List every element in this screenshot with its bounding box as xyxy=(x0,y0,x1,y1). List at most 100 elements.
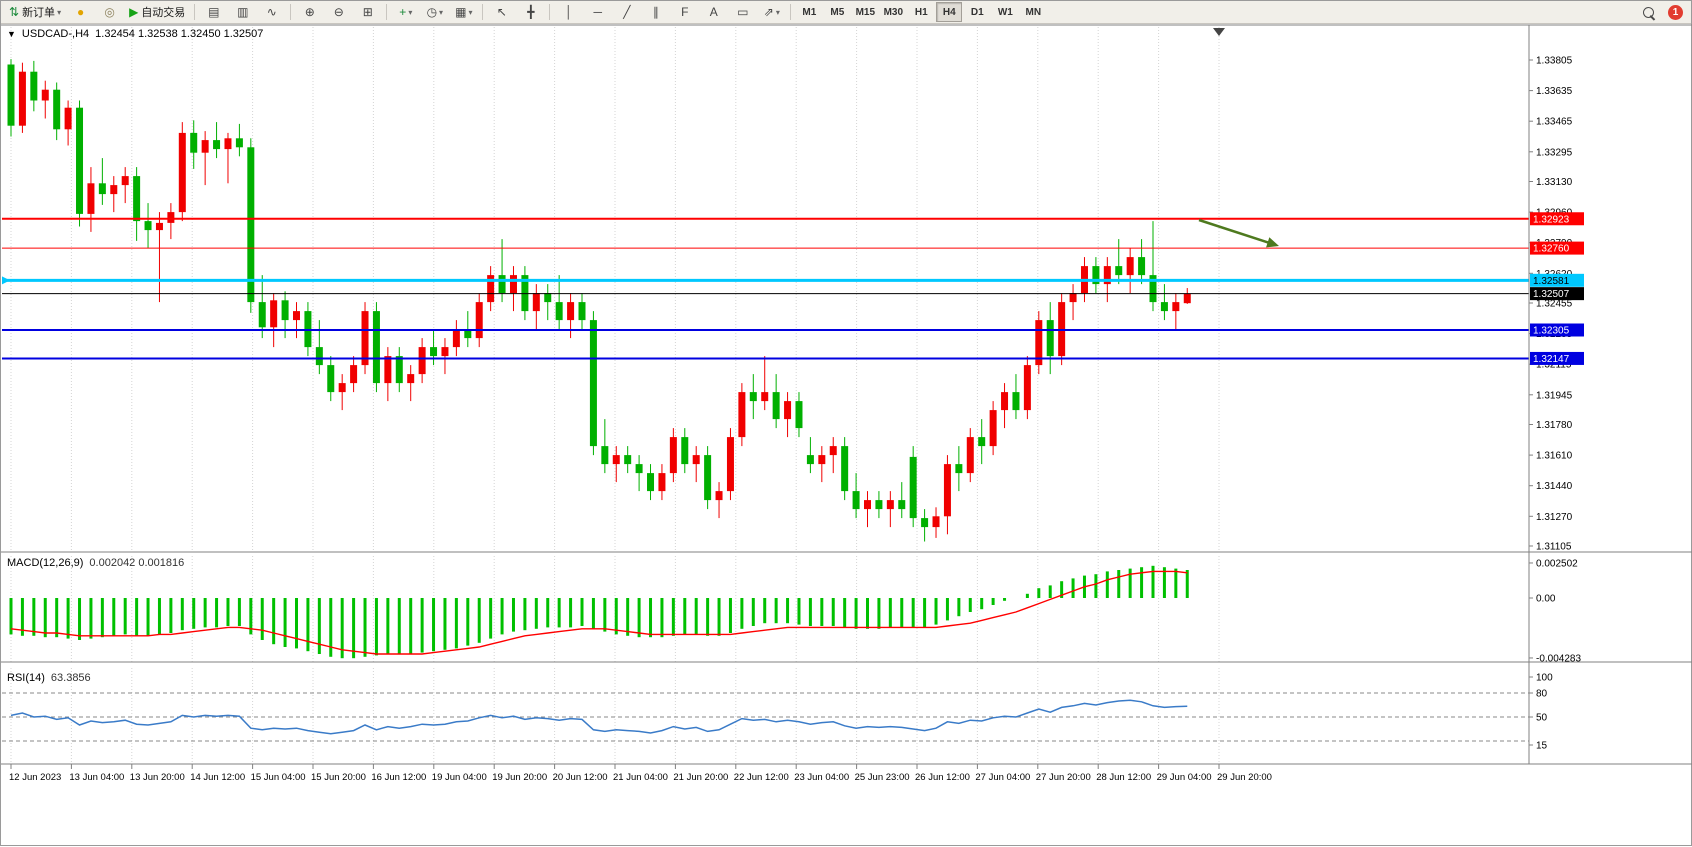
candle-body xyxy=(875,500,883,510)
mql5-community-button[interactable]: ● xyxy=(67,2,94,23)
candle-body xyxy=(418,347,426,375)
time-axis-label: 28 Jun 12:00 xyxy=(1096,772,1151,783)
toolbar-separator xyxy=(482,4,484,20)
tile-windows-button[interactable]: ⊞ xyxy=(354,2,381,23)
candle-body xyxy=(578,302,586,321)
horizontal-line-button[interactable]: ─ xyxy=(584,2,611,23)
trendline-button[interactable]: ╱ xyxy=(613,2,640,23)
price-badge xyxy=(1530,287,1584,301)
price-scale-label: 1.32455 xyxy=(1536,299,1573,310)
zoom-out-button[interactable]: ⊖ xyxy=(325,2,352,23)
candle-body xyxy=(1115,266,1123,276)
candle-body xyxy=(1046,320,1054,357)
timeframe-d1-button[interactable]: D1 xyxy=(970,6,984,18)
timeframe-w1-button[interactable]: W1 xyxy=(997,6,1013,18)
zoom-in-button[interactable]: ⊕ xyxy=(296,2,323,23)
cursor-button[interactable]: ↖ xyxy=(488,2,515,23)
candle-body xyxy=(201,140,209,153)
crosshair-button[interactable]: ╋ xyxy=(517,2,544,23)
toolbar-separator xyxy=(790,4,792,20)
channel-button[interactable]: ∥ xyxy=(642,2,669,23)
indicators-button[interactable]: + ▾ xyxy=(392,2,419,23)
price-badge xyxy=(1530,273,1584,287)
macd-values: 0.002042 0.001816 xyxy=(89,557,185,569)
vertical-line-button[interactable]: │ xyxy=(555,2,582,23)
price-scale-label: 1.33130 xyxy=(1536,177,1573,188)
time-scale-axis[interactable] xyxy=(1,764,1692,786)
candle-body xyxy=(601,446,609,465)
trend-arrow[interactable] xyxy=(1198,218,1274,246)
candle-body xyxy=(110,185,118,195)
timeframe-h4-button[interactable]: H4 xyxy=(936,2,963,22)
label-button[interactable]: ▭ xyxy=(729,2,756,23)
indicators-icon: + xyxy=(399,5,407,19)
candle-body xyxy=(1012,392,1020,411)
price-scale-label: 1.31270 xyxy=(1536,512,1573,523)
candle-body xyxy=(966,437,974,474)
timeframe-mn-button[interactable]: MN xyxy=(1025,6,1042,18)
candle-body xyxy=(692,455,700,465)
timeframe-m15-button[interactable]: M15 xyxy=(855,6,876,18)
autotrading-button[interactable]: ▶ 自动交易 xyxy=(125,2,189,23)
bar-chart-icon: ▤ xyxy=(208,5,220,19)
toolbar-separator xyxy=(194,4,196,20)
candle-body xyxy=(852,491,860,510)
candle-body xyxy=(441,347,449,357)
search-icon xyxy=(1643,6,1654,18)
mql5-community-icon: ● xyxy=(76,5,85,19)
candle-body xyxy=(818,455,826,465)
candle-body xyxy=(384,356,392,384)
line-edge-marker[interactable] xyxy=(2,276,10,285)
candle-body xyxy=(7,64,15,126)
collapse-triangle-icon[interactable]: ▼ xyxy=(7,29,16,39)
crosshair-icon: ╋ xyxy=(527,5,535,19)
tile-windows-icon: ⊞ xyxy=(362,5,373,19)
chart-shift-marker[interactable] xyxy=(1213,28,1225,36)
timeframe-m1-button[interactable]: M1 xyxy=(802,6,817,18)
templates-button[interactable]: ▦ ▾ xyxy=(450,2,477,23)
equidistant-channel-icon: ∥ xyxy=(652,5,659,19)
timeframe-m30-button[interactable]: M30 xyxy=(883,6,904,18)
trendline-icon: ╱ xyxy=(623,5,631,19)
candle-body xyxy=(133,176,141,222)
candle-body xyxy=(338,383,346,393)
candle-body xyxy=(886,500,894,510)
periods-button[interactable]: ◷ ▾ xyxy=(421,2,448,23)
timeframe-h1-button[interactable]: H1 xyxy=(914,6,928,18)
candle-body xyxy=(30,71,38,101)
time-axis-label: 21 Jun 04:00 xyxy=(613,772,668,783)
candle-body xyxy=(395,356,403,384)
search-button[interactable] xyxy=(1635,2,1662,23)
notification-badge[interactable]: 1 xyxy=(1668,4,1683,20)
time-axis-label: 25 Jun 23:00 xyxy=(855,772,910,783)
candle-body xyxy=(144,221,152,231)
rsi-scale-label: 50 xyxy=(1536,713,1548,724)
time-axis-label: 21 Jun 20:00 xyxy=(673,772,728,783)
fibonacci-button[interactable]: F xyxy=(671,2,698,23)
candle-body xyxy=(806,455,814,465)
line-chart-button[interactable]: ∿ xyxy=(258,2,285,23)
trend-arrow-head[interactable] xyxy=(1266,237,1279,248)
candle-body xyxy=(647,473,655,492)
text-button[interactable]: A xyxy=(700,2,727,23)
price-scale-label: 1.31105 xyxy=(1536,542,1572,553)
candle-body xyxy=(64,107,72,130)
candle-body xyxy=(749,392,757,402)
rsi-scale-label: 80 xyxy=(1536,689,1548,700)
candlestick-chart-button[interactable]: ▥ xyxy=(229,2,256,23)
panel-splitter[interactable] xyxy=(1,661,1692,664)
price-scale-label: 1.33635 xyxy=(1536,86,1573,97)
bar-chart-button[interactable]: ▤ xyxy=(200,2,227,23)
vertical-line-icon: │ xyxy=(565,5,573,19)
candle-body xyxy=(1001,392,1009,411)
candle-body xyxy=(1035,320,1043,366)
timeframe-m5-button[interactable]: M5 xyxy=(830,6,845,18)
panel-splitter[interactable] xyxy=(1,551,1692,554)
candle-body xyxy=(909,456,917,519)
arrows-button[interactable]: ⇗ ▾ xyxy=(758,2,785,23)
time-axis-label: 16 Jun 12:00 xyxy=(371,772,426,783)
price-scale-axis[interactable] xyxy=(1529,25,1692,764)
news-feed-button[interactable]: ◎ xyxy=(96,2,123,23)
macd-scale-label: 0.002502 xyxy=(1536,558,1578,569)
new-order-button[interactable]: ⇅ 新订单 ▾ xyxy=(5,2,65,23)
